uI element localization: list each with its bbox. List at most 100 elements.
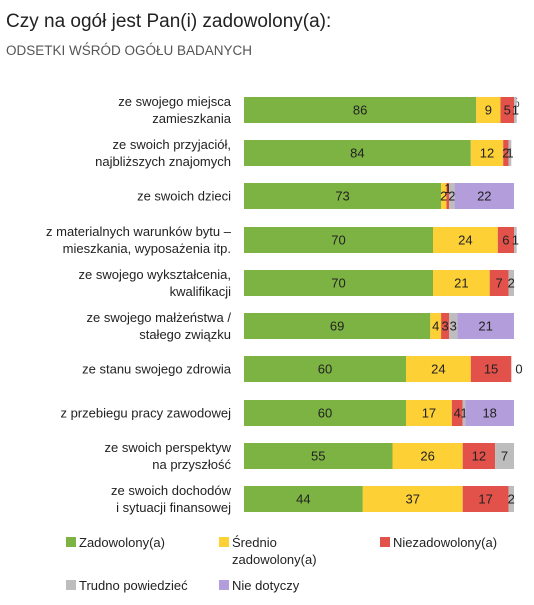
bar-segment bbox=[503, 140, 509, 166]
category-label-line: zamieszkania bbox=[152, 111, 232, 126]
value-label: 24 bbox=[458, 233, 472, 248]
value-label: 18 bbox=[482, 406, 496, 421]
value-label: 44 bbox=[296, 492, 310, 507]
value-label: 17 bbox=[478, 492, 492, 507]
legend-label-line: Nie dotyczy bbox=[232, 578, 300, 593]
legend-label: Trudno powiedzieć bbox=[79, 578, 188, 593]
legend-swatch bbox=[219, 537, 229, 547]
bar-segment bbox=[454, 183, 514, 209]
category-label-line: mieszkania, wyposażenia itp. bbox=[63, 241, 231, 256]
category-label-line: ze swojego miejsca bbox=[118, 94, 231, 109]
bar-segment bbox=[362, 486, 463, 512]
legend-label-line: Zadowolony(a) bbox=[79, 535, 165, 550]
category-label-line: ze stanu swojego zdrowia bbox=[82, 362, 232, 377]
bar-segment bbox=[462, 486, 509, 512]
bar-segment bbox=[244, 486, 363, 512]
category-label: ze swojego miejsca zamieszkania bbox=[118, 94, 231, 126]
legend-swatch bbox=[380, 537, 390, 547]
value-label: 4 bbox=[432, 319, 439, 334]
value-label: 2 bbox=[508, 276, 515, 291]
value-label: 60 bbox=[318, 406, 332, 421]
value-label: 3 bbox=[450, 319, 457, 334]
value-label: 2 bbox=[508, 492, 515, 507]
category-labels: ze swojego miejsca zamieszkania ze swoich … bbox=[46, 94, 232, 515]
category-label: z materialnych warunków bytu – mieszkania… bbox=[46, 224, 232, 256]
category-label-line: stałego związku bbox=[139, 327, 231, 342]
category-label: ze swojego wykształcenia, kwalifikacji bbox=[79, 267, 232, 299]
bar-segment bbox=[508, 486, 514, 512]
value-label: 73 bbox=[335, 189, 349, 204]
value-label: 21 bbox=[454, 276, 468, 291]
value-label: 2 bbox=[502, 146, 509, 161]
category-label-line: ze swojego wykształcenia, bbox=[79, 267, 231, 282]
bar-segment bbox=[244, 270, 433, 296]
bar-segment bbox=[441, 183, 447, 209]
legend-label-line: Niezadowolony(a) bbox=[393, 535, 497, 550]
value-label: 1 bbox=[460, 406, 467, 421]
bar-segment bbox=[433, 270, 490, 296]
bar-segment bbox=[244, 443, 393, 469]
chart-title: Czy na ogół jest Pan(i) zadowolony(a): bbox=[6, 11, 331, 32]
bar-segment bbox=[470, 356, 512, 382]
value-label: 2 bbox=[440, 189, 447, 204]
category-label-line: na przyszłość bbox=[152, 457, 231, 472]
legend-label: Nie dotyczy bbox=[232, 578, 300, 593]
category-label-line: kwalifikacji bbox=[170, 284, 232, 299]
category-label-line: najbliższych znajomych bbox=[95, 154, 231, 169]
value-label: 0 bbox=[515, 362, 522, 377]
legend-label: Średnio zadowolony(a) bbox=[232, 535, 317, 567]
bar-segment bbox=[406, 356, 471, 382]
value-label: 9 bbox=[485, 103, 492, 118]
bar-segment bbox=[244, 227, 433, 253]
bar-segment bbox=[470, 140, 504, 166]
bar-segment bbox=[449, 183, 455, 209]
bar-segment bbox=[514, 97, 517, 123]
category-label: z przebiegu pracy zawodowej bbox=[60, 406, 231, 421]
bar-segment bbox=[433, 227, 498, 253]
legend-label: Niezadowolony(a) bbox=[393, 535, 497, 550]
bar-segment bbox=[406, 400, 452, 426]
category-label: ze swojego małżeństwa / stałego związku bbox=[86, 310, 231, 342]
value-label: 17 bbox=[422, 406, 436, 421]
value-label: 84 bbox=[350, 146, 364, 161]
value-label: 1 bbox=[444, 181, 451, 196]
legend-swatch bbox=[219, 580, 229, 590]
category-label-line: z przebiegu pracy zawodowej bbox=[60, 406, 231, 421]
bar-segment bbox=[446, 183, 450, 209]
bar-segment bbox=[497, 227, 514, 253]
bar-segment bbox=[244, 313, 431, 339]
bar-segment bbox=[495, 443, 514, 469]
bar-segment bbox=[489, 270, 509, 296]
value-label: 26 bbox=[420, 449, 434, 464]
bar-segment bbox=[449, 313, 458, 339]
category-label-line: i sytuacji finansowej bbox=[116, 500, 231, 515]
bar-segment bbox=[457, 313, 514, 339]
value-label: 7 bbox=[501, 449, 508, 464]
category-label: ze stanu swojego zdrowia bbox=[82, 362, 232, 377]
legend-swatch bbox=[66, 580, 76, 590]
category-label: ze swoich perspektyw na przyszłość bbox=[105, 440, 232, 472]
legend-label-line: zadowolony(a) bbox=[232, 552, 317, 567]
value-label: 37 bbox=[406, 492, 420, 507]
bar-segment bbox=[462, 400, 466, 426]
value-label: 15 bbox=[484, 362, 498, 377]
value-label: 12 bbox=[472, 449, 486, 464]
legend-label-line: Trudno powiedzieć bbox=[79, 578, 188, 593]
value-label: 12 bbox=[480, 146, 494, 161]
value-label: 21 bbox=[478, 319, 492, 334]
value-label: 4 bbox=[454, 406, 461, 421]
bar-segment bbox=[465, 400, 514, 426]
value-label: 60 bbox=[318, 362, 332, 377]
value-label: 7 bbox=[496, 276, 503, 291]
legend: Zadowolony(a) Średnio zadowolony(a) Niezado… bbox=[66, 535, 497, 593]
category-label-line: ze swoich przyjaciół, bbox=[113, 137, 232, 152]
bar-segment bbox=[451, 400, 463, 426]
bar-segment bbox=[476, 97, 501, 123]
bar-segment bbox=[508, 270, 514, 296]
value-label: 1 bbox=[512, 103, 519, 118]
legend-label-line: Średnio bbox=[232, 535, 277, 550]
value-label: 70 bbox=[331, 276, 345, 291]
value-label: 1 bbox=[512, 233, 519, 248]
bar-segment bbox=[508, 140, 512, 166]
category-label: ze swoich dochodów i sytuacji finansowej bbox=[111, 483, 232, 515]
